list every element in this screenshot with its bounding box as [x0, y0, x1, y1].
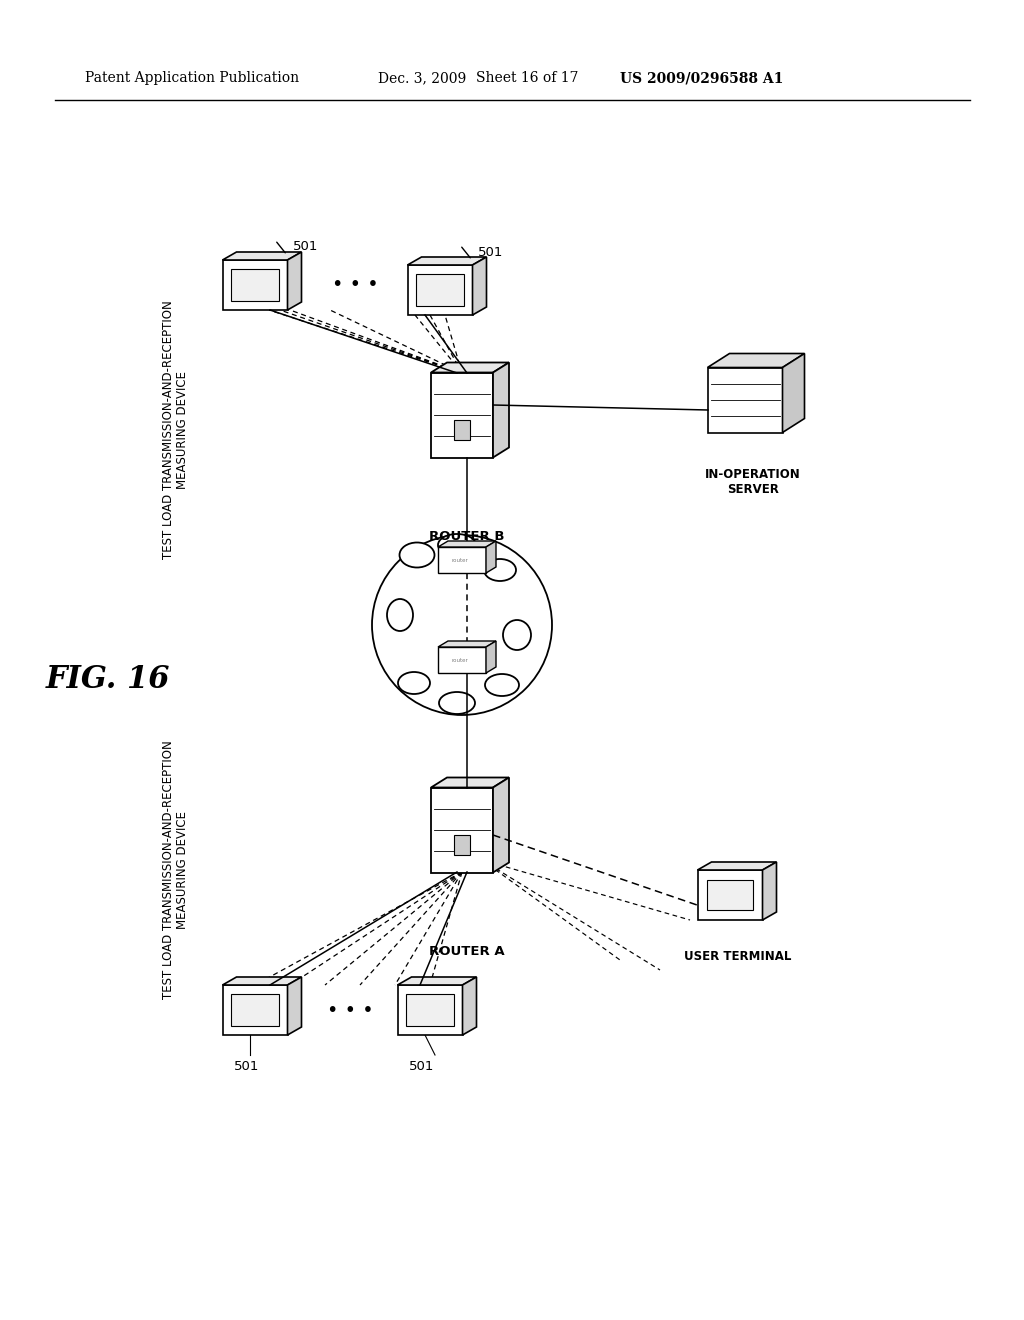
Polygon shape	[486, 541, 496, 573]
Text: USER TERMINAL: USER TERMINAL	[684, 950, 792, 964]
Polygon shape	[486, 642, 496, 673]
Ellipse shape	[438, 535, 476, 556]
Polygon shape	[782, 354, 805, 433]
Polygon shape	[472, 257, 486, 315]
Text: 501: 501	[478, 246, 504, 259]
Bar	[408, 265, 472, 315]
Polygon shape	[763, 862, 776, 920]
Polygon shape	[493, 363, 509, 458]
Text: ROUTER B: ROUTER B	[429, 531, 505, 543]
Text: TEST LOAD TRANSMISSION-AND-RECEPTION: TEST LOAD TRANSMISSION-AND-RECEPTION	[162, 741, 174, 999]
Polygon shape	[697, 862, 776, 870]
Polygon shape	[438, 541, 496, 546]
Polygon shape	[431, 363, 509, 372]
Bar	[230, 269, 280, 301]
Text: • • •: • • •	[332, 276, 378, 294]
Bar	[397, 985, 463, 1035]
Bar	[406, 994, 455, 1026]
Text: MEASURING DEVICE: MEASURING DEVICE	[176, 810, 189, 929]
Bar	[431, 788, 493, 873]
Bar	[697, 870, 763, 920]
Text: Dec. 3, 2009: Dec. 3, 2009	[378, 71, 466, 84]
Text: • • •: • • •	[327, 1001, 374, 1019]
Text: TEST LOAD TRANSMISSION-AND-RECEPTION: TEST LOAD TRANSMISSION-AND-RECEPTION	[162, 301, 174, 560]
Bar	[222, 260, 288, 310]
Bar	[708, 367, 782, 433]
Text: ROUTER A: ROUTER A	[429, 945, 505, 958]
Ellipse shape	[398, 672, 430, 694]
Bar	[438, 546, 486, 573]
Polygon shape	[222, 252, 301, 260]
Polygon shape	[408, 257, 486, 265]
Bar	[230, 994, 280, 1026]
Text: FIG. 16: FIG. 16	[46, 664, 170, 696]
Text: Patent Application Publication: Patent Application Publication	[85, 71, 299, 84]
Polygon shape	[463, 977, 476, 1035]
Text: IN-OPERATION
SERVER: IN-OPERATION SERVER	[706, 469, 801, 496]
Ellipse shape	[503, 620, 531, 649]
Polygon shape	[288, 977, 301, 1035]
Bar	[454, 420, 470, 440]
Ellipse shape	[387, 599, 413, 631]
Polygon shape	[222, 977, 301, 985]
Ellipse shape	[399, 543, 434, 568]
Polygon shape	[438, 642, 496, 647]
Text: router: router	[452, 557, 468, 562]
Bar	[708, 880, 753, 909]
Ellipse shape	[485, 675, 519, 696]
Bar	[416, 273, 464, 306]
Polygon shape	[708, 354, 805, 367]
Polygon shape	[431, 777, 509, 788]
Text: US 2009/0296588 A1: US 2009/0296588 A1	[620, 71, 783, 84]
Ellipse shape	[439, 692, 475, 714]
Ellipse shape	[484, 558, 516, 581]
Text: 501: 501	[410, 1060, 434, 1073]
Text: router: router	[452, 657, 468, 663]
Bar	[222, 985, 288, 1035]
Text: 501: 501	[293, 240, 318, 253]
Text: 501: 501	[234, 1060, 260, 1073]
Polygon shape	[288, 252, 301, 310]
Text: MEASURING DEVICE: MEASURING DEVICE	[176, 371, 189, 488]
Bar	[438, 647, 486, 673]
Ellipse shape	[372, 535, 552, 715]
Polygon shape	[493, 777, 509, 873]
Bar	[454, 836, 470, 855]
Polygon shape	[397, 977, 476, 985]
Bar	[431, 372, 493, 458]
Text: Sheet 16 of 17: Sheet 16 of 17	[476, 71, 579, 84]
